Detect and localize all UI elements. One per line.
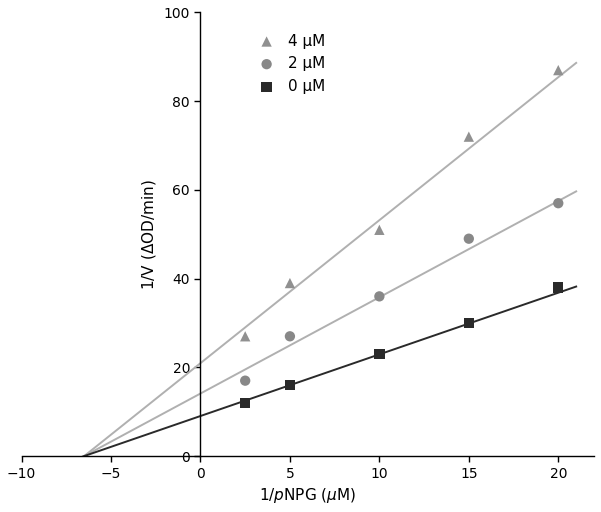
4 μM xyxy=(464,133,474,141)
0 μM xyxy=(374,350,384,358)
2 μM xyxy=(240,376,250,385)
Legend: 4 μM, 2 μM, 0 μM: 4 μM, 2 μM, 0 μM xyxy=(247,29,330,98)
4 μM xyxy=(285,279,294,287)
2 μM xyxy=(374,292,384,301)
0 μM xyxy=(554,284,563,292)
2 μM xyxy=(464,234,474,243)
4 μM xyxy=(554,66,563,74)
X-axis label: 1/$p$NPG ($\mu$M): 1/$p$NPG ($\mu$M) xyxy=(259,486,356,505)
0 μM xyxy=(464,319,474,327)
2 μM xyxy=(285,332,294,340)
0 μM xyxy=(285,381,294,389)
2 μM xyxy=(554,199,563,207)
Y-axis label: 1/V ($\Delta$OD/min): 1/V ($\Delta$OD/min) xyxy=(140,179,158,290)
4 μM xyxy=(240,332,250,340)
0 μM xyxy=(240,399,250,407)
4 μM xyxy=(374,226,384,234)
